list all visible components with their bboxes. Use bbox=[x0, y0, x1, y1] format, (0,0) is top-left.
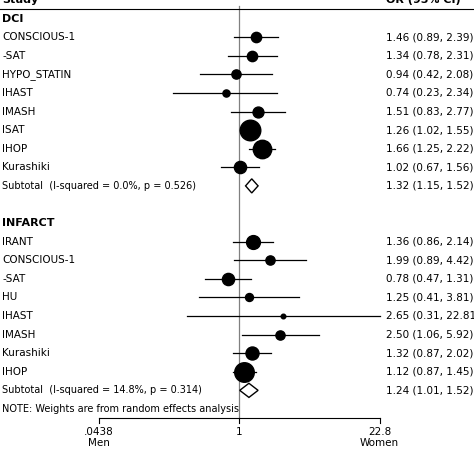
Point bbox=[249, 52, 256, 60]
Text: IRANT: IRANT bbox=[2, 237, 33, 246]
Point bbox=[249, 238, 257, 246]
Point bbox=[237, 164, 244, 171]
Text: IHOP: IHOP bbox=[2, 144, 27, 154]
Point bbox=[258, 145, 266, 153]
Point bbox=[248, 349, 255, 357]
Text: DCI: DCI bbox=[2, 14, 24, 24]
Polygon shape bbox=[240, 383, 258, 397]
Text: Kurashiki: Kurashiki bbox=[2, 162, 50, 172]
Text: Women: Women bbox=[360, 438, 399, 448]
Text: .0438: .0438 bbox=[84, 427, 114, 437]
Text: 1.36 (0.86, 2.14): 1.36 (0.86, 2.14) bbox=[386, 237, 474, 246]
Text: Kurashiki: Kurashiki bbox=[2, 348, 50, 358]
Text: 1.51 (0.83, 2.77): 1.51 (0.83, 2.77) bbox=[386, 107, 474, 117]
Text: Subtotal  (I-squared = 0.0%, p = 0.526): Subtotal (I-squared = 0.0%, p = 0.526) bbox=[2, 181, 196, 191]
Text: IMASH: IMASH bbox=[2, 329, 36, 339]
Text: IHOP: IHOP bbox=[2, 367, 27, 377]
Point bbox=[279, 312, 287, 320]
Text: 1: 1 bbox=[236, 427, 243, 437]
Text: NOTE: Weights are from random effects analysis: NOTE: Weights are from random effects an… bbox=[2, 404, 239, 414]
Text: 1.02 (0.67, 1.56): 1.02 (0.67, 1.56) bbox=[386, 162, 474, 172]
Text: 2.50 (1.06, 5.92): 2.50 (1.06, 5.92) bbox=[386, 329, 474, 339]
Text: CONSCIOUS-1: CONSCIOUS-1 bbox=[2, 32, 75, 42]
Text: ISAT: ISAT bbox=[2, 125, 25, 135]
Text: 1.25 (0.41, 3.81): 1.25 (0.41, 3.81) bbox=[386, 292, 474, 302]
Point bbox=[246, 293, 253, 301]
Point bbox=[224, 275, 232, 283]
Text: INFARCT: INFARCT bbox=[2, 218, 55, 228]
Point bbox=[277, 331, 284, 338]
Text: CONSCIOUS-1: CONSCIOUS-1 bbox=[2, 255, 75, 265]
Point bbox=[241, 368, 248, 375]
Text: 1.26 (1.02, 1.55): 1.26 (1.02, 1.55) bbox=[386, 125, 474, 135]
Text: -SAT: -SAT bbox=[2, 274, 26, 284]
Text: 1.46 (0.89, 2.39): 1.46 (0.89, 2.39) bbox=[386, 32, 474, 42]
Point bbox=[253, 33, 260, 41]
Point bbox=[246, 127, 254, 134]
Text: IHAST: IHAST bbox=[2, 311, 33, 321]
Text: 1.34 (0.78, 2.31): 1.34 (0.78, 2.31) bbox=[386, 51, 474, 61]
Text: 1.32 (1.15, 1.52): 1.32 (1.15, 1.52) bbox=[386, 181, 474, 191]
Text: 2.65 (0.31, 22.81): 2.65 (0.31, 22.81) bbox=[386, 311, 474, 321]
Text: OR (95% CI): OR (95% CI) bbox=[386, 0, 461, 5]
Point bbox=[233, 71, 240, 78]
Text: HYPO_STATIN: HYPO_STATIN bbox=[2, 69, 72, 80]
Text: 22.8: 22.8 bbox=[368, 427, 392, 437]
Text: 0.78 (0.47, 1.31): 0.78 (0.47, 1.31) bbox=[386, 274, 474, 284]
Text: -SAT: -SAT bbox=[2, 51, 26, 61]
Polygon shape bbox=[246, 179, 258, 193]
Text: IHAST: IHAST bbox=[2, 88, 33, 98]
Text: 1.32 (0.87, 2.02): 1.32 (0.87, 2.02) bbox=[386, 348, 474, 358]
Text: HU: HU bbox=[2, 292, 18, 302]
Text: Men: Men bbox=[88, 438, 110, 448]
Text: 0.94 (0.42, 2.08): 0.94 (0.42, 2.08) bbox=[386, 69, 474, 79]
Text: Subtotal  (I-squared = 14.8%, p = 0.314): Subtotal (I-squared = 14.8%, p = 0.314) bbox=[2, 385, 202, 395]
Text: 1.99 (0.89, 4.42): 1.99 (0.89, 4.42) bbox=[386, 255, 474, 265]
Point bbox=[222, 89, 229, 97]
Text: 1.24 (1.01, 1.52): 1.24 (1.01, 1.52) bbox=[386, 385, 474, 395]
Text: 1.66 (1.25, 2.22): 1.66 (1.25, 2.22) bbox=[386, 144, 474, 154]
Text: IMASH: IMASH bbox=[2, 107, 36, 117]
Point bbox=[266, 256, 274, 264]
Text: 0.74 (0.23, 2.34): 0.74 (0.23, 2.34) bbox=[386, 88, 474, 98]
Text: Study: Study bbox=[2, 0, 38, 5]
Point bbox=[254, 108, 262, 115]
Text: 1.12 (0.87, 1.45): 1.12 (0.87, 1.45) bbox=[386, 367, 474, 377]
